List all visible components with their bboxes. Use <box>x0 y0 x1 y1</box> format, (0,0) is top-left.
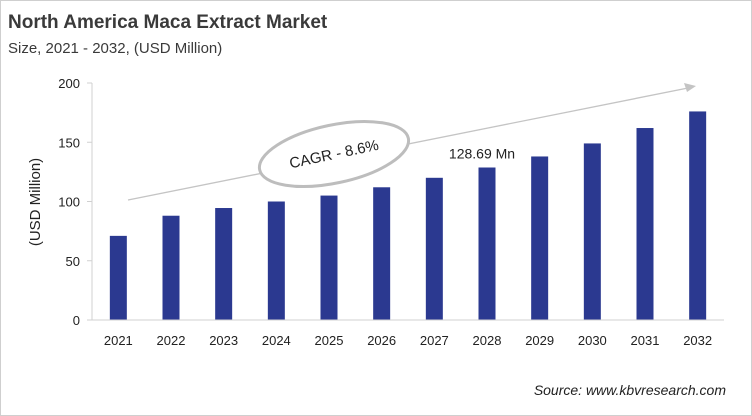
chart-title: North America Maca Extract Market <box>8 12 328 33</box>
x-tick-label: 2022 <box>157 333 186 348</box>
chart-subtitle: Size, 2021 - 2032, (USD Million) <box>8 40 223 57</box>
y-tick-label: 50 <box>66 254 80 269</box>
bar-2029 <box>531 156 549 320</box>
arrow-head-icon <box>684 83 696 92</box>
x-tick-label: 2028 <box>473 333 502 348</box>
bar-2025 <box>320 195 338 320</box>
bar-data-label: 128.69 Mn <box>449 146 515 162</box>
x-axis: 2021 2022 2023 2024 2025 2026 2027 2028 2029 2030… <box>92 319 724 348</box>
x-tick-label: 2023 <box>209 333 238 348</box>
bars <box>109 111 707 320</box>
x-tick-label: 2031 <box>631 333 660 348</box>
bar-2023 <box>215 208 233 320</box>
x-tick-label: 2027 <box>420 333 449 348</box>
y-axis: 0 50 100 150 200 <box>58 76 93 328</box>
cagr-ellipse <box>257 120 411 188</box>
y-tick-label: 150 <box>58 135 80 150</box>
source-note: Source: www.kbvresearch.com <box>533 382 726 398</box>
y-axis-label: (USD Million) <box>27 158 44 246</box>
bar-2027 <box>425 177 443 320</box>
bar-2031 <box>636 128 654 320</box>
x-tick-label: 2025 <box>315 333 344 348</box>
y-tick-label: 0 <box>73 313 80 328</box>
bar-2021 <box>109 235 127 320</box>
x-tick-label: 2026 <box>367 333 396 348</box>
bar-2028 <box>478 167 496 320</box>
x-tick-label: 2029 <box>525 333 554 348</box>
x-tick-label: 2021 <box>104 333 133 348</box>
x-tick-label: 2024 <box>262 333 291 348</box>
y-tick-label: 200 <box>58 76 80 91</box>
bar-2024 <box>267 201 285 320</box>
y-tick-label: 100 <box>58 195 80 210</box>
bar-2022 <box>162 215 180 320</box>
bar-2030 <box>583 143 601 320</box>
x-tick-label: 2030 <box>578 333 607 348</box>
bar-2026 <box>373 187 391 320</box>
bar-2032 <box>689 111 707 320</box>
x-tick-label: 2032 <box>683 333 712 348</box>
